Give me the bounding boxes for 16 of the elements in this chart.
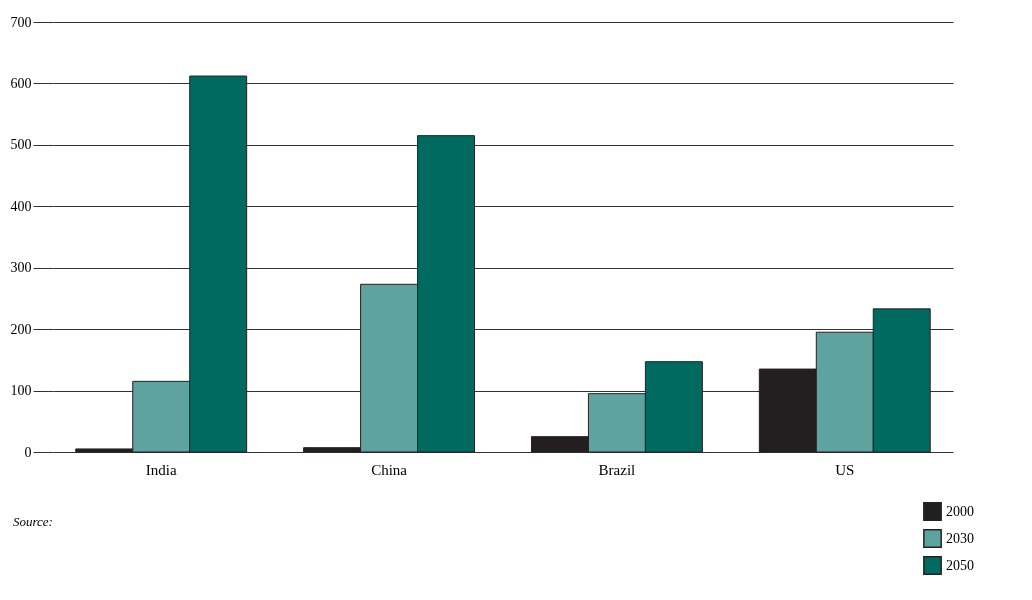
- y-tick-label: 600: [10, 75, 32, 91]
- x-tick-label: Brazil: [598, 461, 636, 478]
- y-tick-label: 200: [10, 321, 32, 337]
- y-tick-label: 700: [10, 14, 32, 30]
- legend-label: 2030: [946, 530, 974, 546]
- source-note: Source:: [13, 514, 53, 529]
- x-tick-label: US: [835, 461, 855, 478]
- y-tick-label: 500: [10, 137, 32, 153]
- legend-label: 2050: [946, 557, 974, 573]
- legend-label: 2000: [946, 503, 974, 519]
- x-tick-label: China: [371, 461, 408, 478]
- y-tick-label: 0: [24, 444, 32, 460]
- x-tick-label: India: [145, 461, 177, 478]
- y-tick-label: 300: [10, 260, 32, 276]
- y-tick-label: 400: [10, 198, 32, 214]
- y-tick-label: 100: [10, 383, 32, 399]
